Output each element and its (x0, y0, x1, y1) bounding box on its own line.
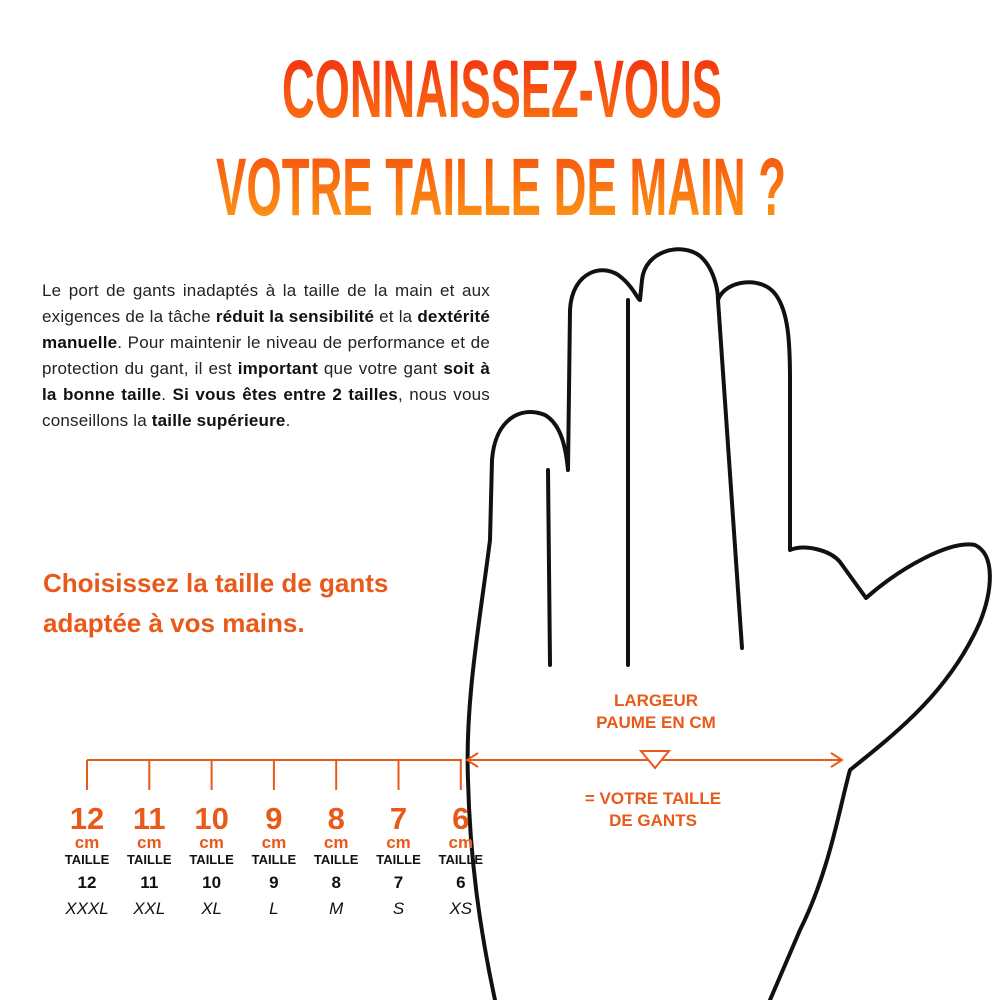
cm-unit: cm (137, 833, 162, 852)
size-letter: XXL (132, 899, 165, 918)
paragraph-segment: réduit la sensibilité (215, 307, 375, 326)
title-line: CONNAISSEZ-VOUS (282, 44, 722, 135)
size-caption: TAILLE (189, 852, 234, 867)
measure-label: PAUME EN CM (596, 713, 716, 732)
paragraph-segment: dextérité manuelle (42, 307, 490, 352)
paragraph-segment: que votre gant (317, 359, 444, 378)
paragraph-segment: et la (374, 307, 418, 326)
paragraph-segment: . (285, 411, 291, 430)
size-number: 10 (202, 873, 221, 892)
size-letter: S (393, 899, 405, 918)
size-letter: L (269, 899, 278, 918)
measure-result: = VOTRE TAILLE (585, 789, 721, 808)
paragraph-segment: Le port de gants inadaptés à la taille d… (42, 281, 490, 326)
size-letter: XS (448, 899, 472, 918)
cm-unit: cm (324, 833, 349, 852)
size-caption: TAILLE (65, 852, 110, 867)
measure-labels: LARGEUR PAUME EN CM = VOTRE TAILLE DE GA… (585, 691, 721, 830)
cm-unit: cm (449, 833, 474, 852)
size-caption: TAILLE (252, 852, 297, 867)
paragraph-segment: important (237, 359, 318, 378)
cm-unit: cm (262, 833, 287, 852)
measure-label: LARGEUR (614, 691, 698, 710)
size-letter: XXXL (64, 899, 108, 918)
paragraph-segment: Si vous êtes entre 2 tailles (172, 385, 398, 404)
paragraph-segment: . (161, 385, 173, 404)
subtitle: Choisissez la taille de gants (43, 568, 389, 598)
hand-outline (465, 247, 992, 1000)
subtitle: adaptée à vos mains. (43, 608, 305, 638)
size-caption: TAILLE (376, 852, 421, 867)
size-number: 9 (269, 873, 278, 892)
size-scale: 12cmTAILLE12XXXL11cmTAILLE11XXL10cmTAILL… (64, 760, 483, 918)
size-number: 6 (456, 873, 465, 892)
paragraph-segment: soit à la bonne taille (42, 359, 490, 404)
size-caption: TAILLE (439, 852, 484, 867)
size-letter: XL (200, 899, 222, 918)
size-number: 7 (394, 873, 403, 892)
cm-value: 9 (265, 801, 282, 836)
cm-unit: cm (199, 833, 224, 852)
cm-unit: cm (386, 833, 411, 852)
size-caption: TAILLE (127, 852, 172, 867)
title-line: VOTRE TAILLE DE MAIN ? (216, 142, 786, 233)
cm-value: 12 (70, 801, 104, 836)
size-letter: M (329, 899, 344, 918)
size-number: 12 (78, 873, 97, 892)
cm-value: 10 (194, 801, 228, 836)
paragraph-segment: . Pour maintenir le niveau de performanc… (42, 333, 490, 378)
cm-value: 7 (390, 801, 407, 836)
cm-value: 11 (133, 801, 166, 836)
cm-value: 8 (328, 801, 345, 836)
cm-unit: cm (75, 833, 100, 852)
measure-result: DE GANTS (609, 811, 697, 830)
cm-value: 6 (452, 801, 469, 836)
size-number: 11 (140, 873, 158, 892)
ruler (87, 750, 844, 770)
intro-paragraph: Le port de gants inadaptés à la taille d… (42, 278, 490, 434)
paragraph-segment: , nous vous conseillons la (42, 385, 490, 430)
size-caption: TAILLE (314, 852, 359, 867)
size-number: 8 (331, 873, 340, 892)
paragraph-segment: taille supérieure (151, 411, 286, 430)
